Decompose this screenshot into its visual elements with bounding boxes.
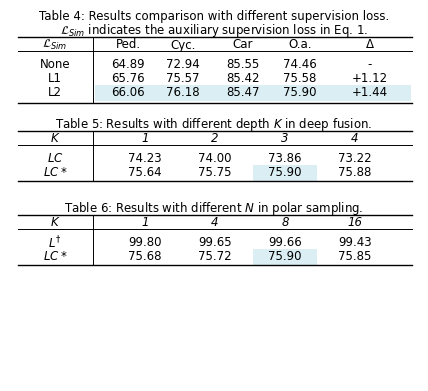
Text: 75.72: 75.72 bbox=[198, 251, 232, 264]
Text: 74.23: 74.23 bbox=[128, 152, 162, 165]
Text: 75.68: 75.68 bbox=[128, 251, 162, 264]
Text: 75.58: 75.58 bbox=[283, 72, 317, 86]
Text: 65.76: 65.76 bbox=[111, 72, 145, 86]
Text: $LC*$: $LC*$ bbox=[43, 167, 67, 179]
Text: Table 6: Results with different $N$ in polar sampling.: Table 6: Results with different $N$ in p… bbox=[64, 200, 364, 217]
Text: 85.42: 85.42 bbox=[226, 72, 260, 86]
Text: $\mathcal{L}_{Sim}$: $\mathcal{L}_{Sim}$ bbox=[42, 38, 68, 52]
Text: 75.85: 75.85 bbox=[338, 251, 372, 264]
Text: 66.06: 66.06 bbox=[111, 86, 145, 99]
Text: $LC*$: $LC*$ bbox=[43, 251, 67, 264]
Text: 4: 4 bbox=[351, 133, 359, 145]
Text: 73.22: 73.22 bbox=[338, 152, 372, 165]
Text: +1.44: +1.44 bbox=[352, 86, 388, 99]
Text: 99.43: 99.43 bbox=[338, 237, 372, 249]
Text: 4: 4 bbox=[211, 217, 219, 230]
Text: 99.66: 99.66 bbox=[268, 237, 302, 249]
Text: None: None bbox=[40, 59, 70, 72]
Text: 73.86: 73.86 bbox=[268, 152, 302, 165]
Text: 75.90: 75.90 bbox=[268, 167, 302, 179]
Text: 75.90: 75.90 bbox=[268, 251, 302, 264]
Text: $K$: $K$ bbox=[50, 217, 60, 230]
Text: 75.64: 75.64 bbox=[128, 167, 162, 179]
Text: Ped.: Ped. bbox=[116, 38, 140, 52]
Text: 1: 1 bbox=[141, 217, 149, 230]
Text: 74.46: 74.46 bbox=[283, 59, 317, 72]
Text: 99.65: 99.65 bbox=[198, 237, 232, 249]
Text: Table 4: Results comparison with different supervision loss.: Table 4: Results comparison with differe… bbox=[39, 10, 389, 23]
Text: $LC$: $LC$ bbox=[47, 152, 63, 165]
Text: 74.00: 74.00 bbox=[198, 152, 232, 165]
Text: 72.94: 72.94 bbox=[166, 59, 200, 72]
Text: 16: 16 bbox=[348, 217, 363, 230]
Text: 8: 8 bbox=[281, 217, 289, 230]
Text: L2: L2 bbox=[48, 86, 62, 99]
Text: L1: L1 bbox=[48, 72, 62, 86]
Text: +1.12: +1.12 bbox=[352, 72, 388, 86]
Text: 3: 3 bbox=[281, 133, 289, 145]
Text: 64.89: 64.89 bbox=[111, 59, 145, 72]
Text: Car: Car bbox=[233, 38, 253, 52]
Text: O.a.: O.a. bbox=[288, 38, 312, 52]
Text: Cyc.: Cyc. bbox=[170, 38, 196, 52]
Text: 75.75: 75.75 bbox=[198, 167, 232, 179]
Text: $K$: $K$ bbox=[50, 133, 60, 145]
Text: $\Delta$: $\Delta$ bbox=[365, 38, 375, 52]
Text: 85.55: 85.55 bbox=[226, 59, 260, 72]
Text: 75.90: 75.90 bbox=[283, 86, 317, 99]
Text: 99.80: 99.80 bbox=[128, 237, 162, 249]
Text: 75.57: 75.57 bbox=[166, 72, 200, 86]
Text: 76.18: 76.18 bbox=[166, 86, 200, 99]
Text: $\mathcal{L}_{Sim}$ indicates the auxiliary supervision loss in Eq. 1.: $\mathcal{L}_{Sim}$ indicates the auxili… bbox=[60, 22, 368, 39]
Text: 2: 2 bbox=[211, 133, 219, 145]
Text: 85.47: 85.47 bbox=[226, 86, 260, 99]
Text: -: - bbox=[368, 59, 372, 72]
Text: 75.88: 75.88 bbox=[338, 167, 372, 179]
Text: $L^{\dagger}$: $L^{\dagger}$ bbox=[48, 235, 62, 251]
Text: 1: 1 bbox=[141, 133, 149, 145]
Text: Table 5: Results with different depth $K$ in deep fusion.: Table 5: Results with different depth $K… bbox=[55, 116, 373, 133]
